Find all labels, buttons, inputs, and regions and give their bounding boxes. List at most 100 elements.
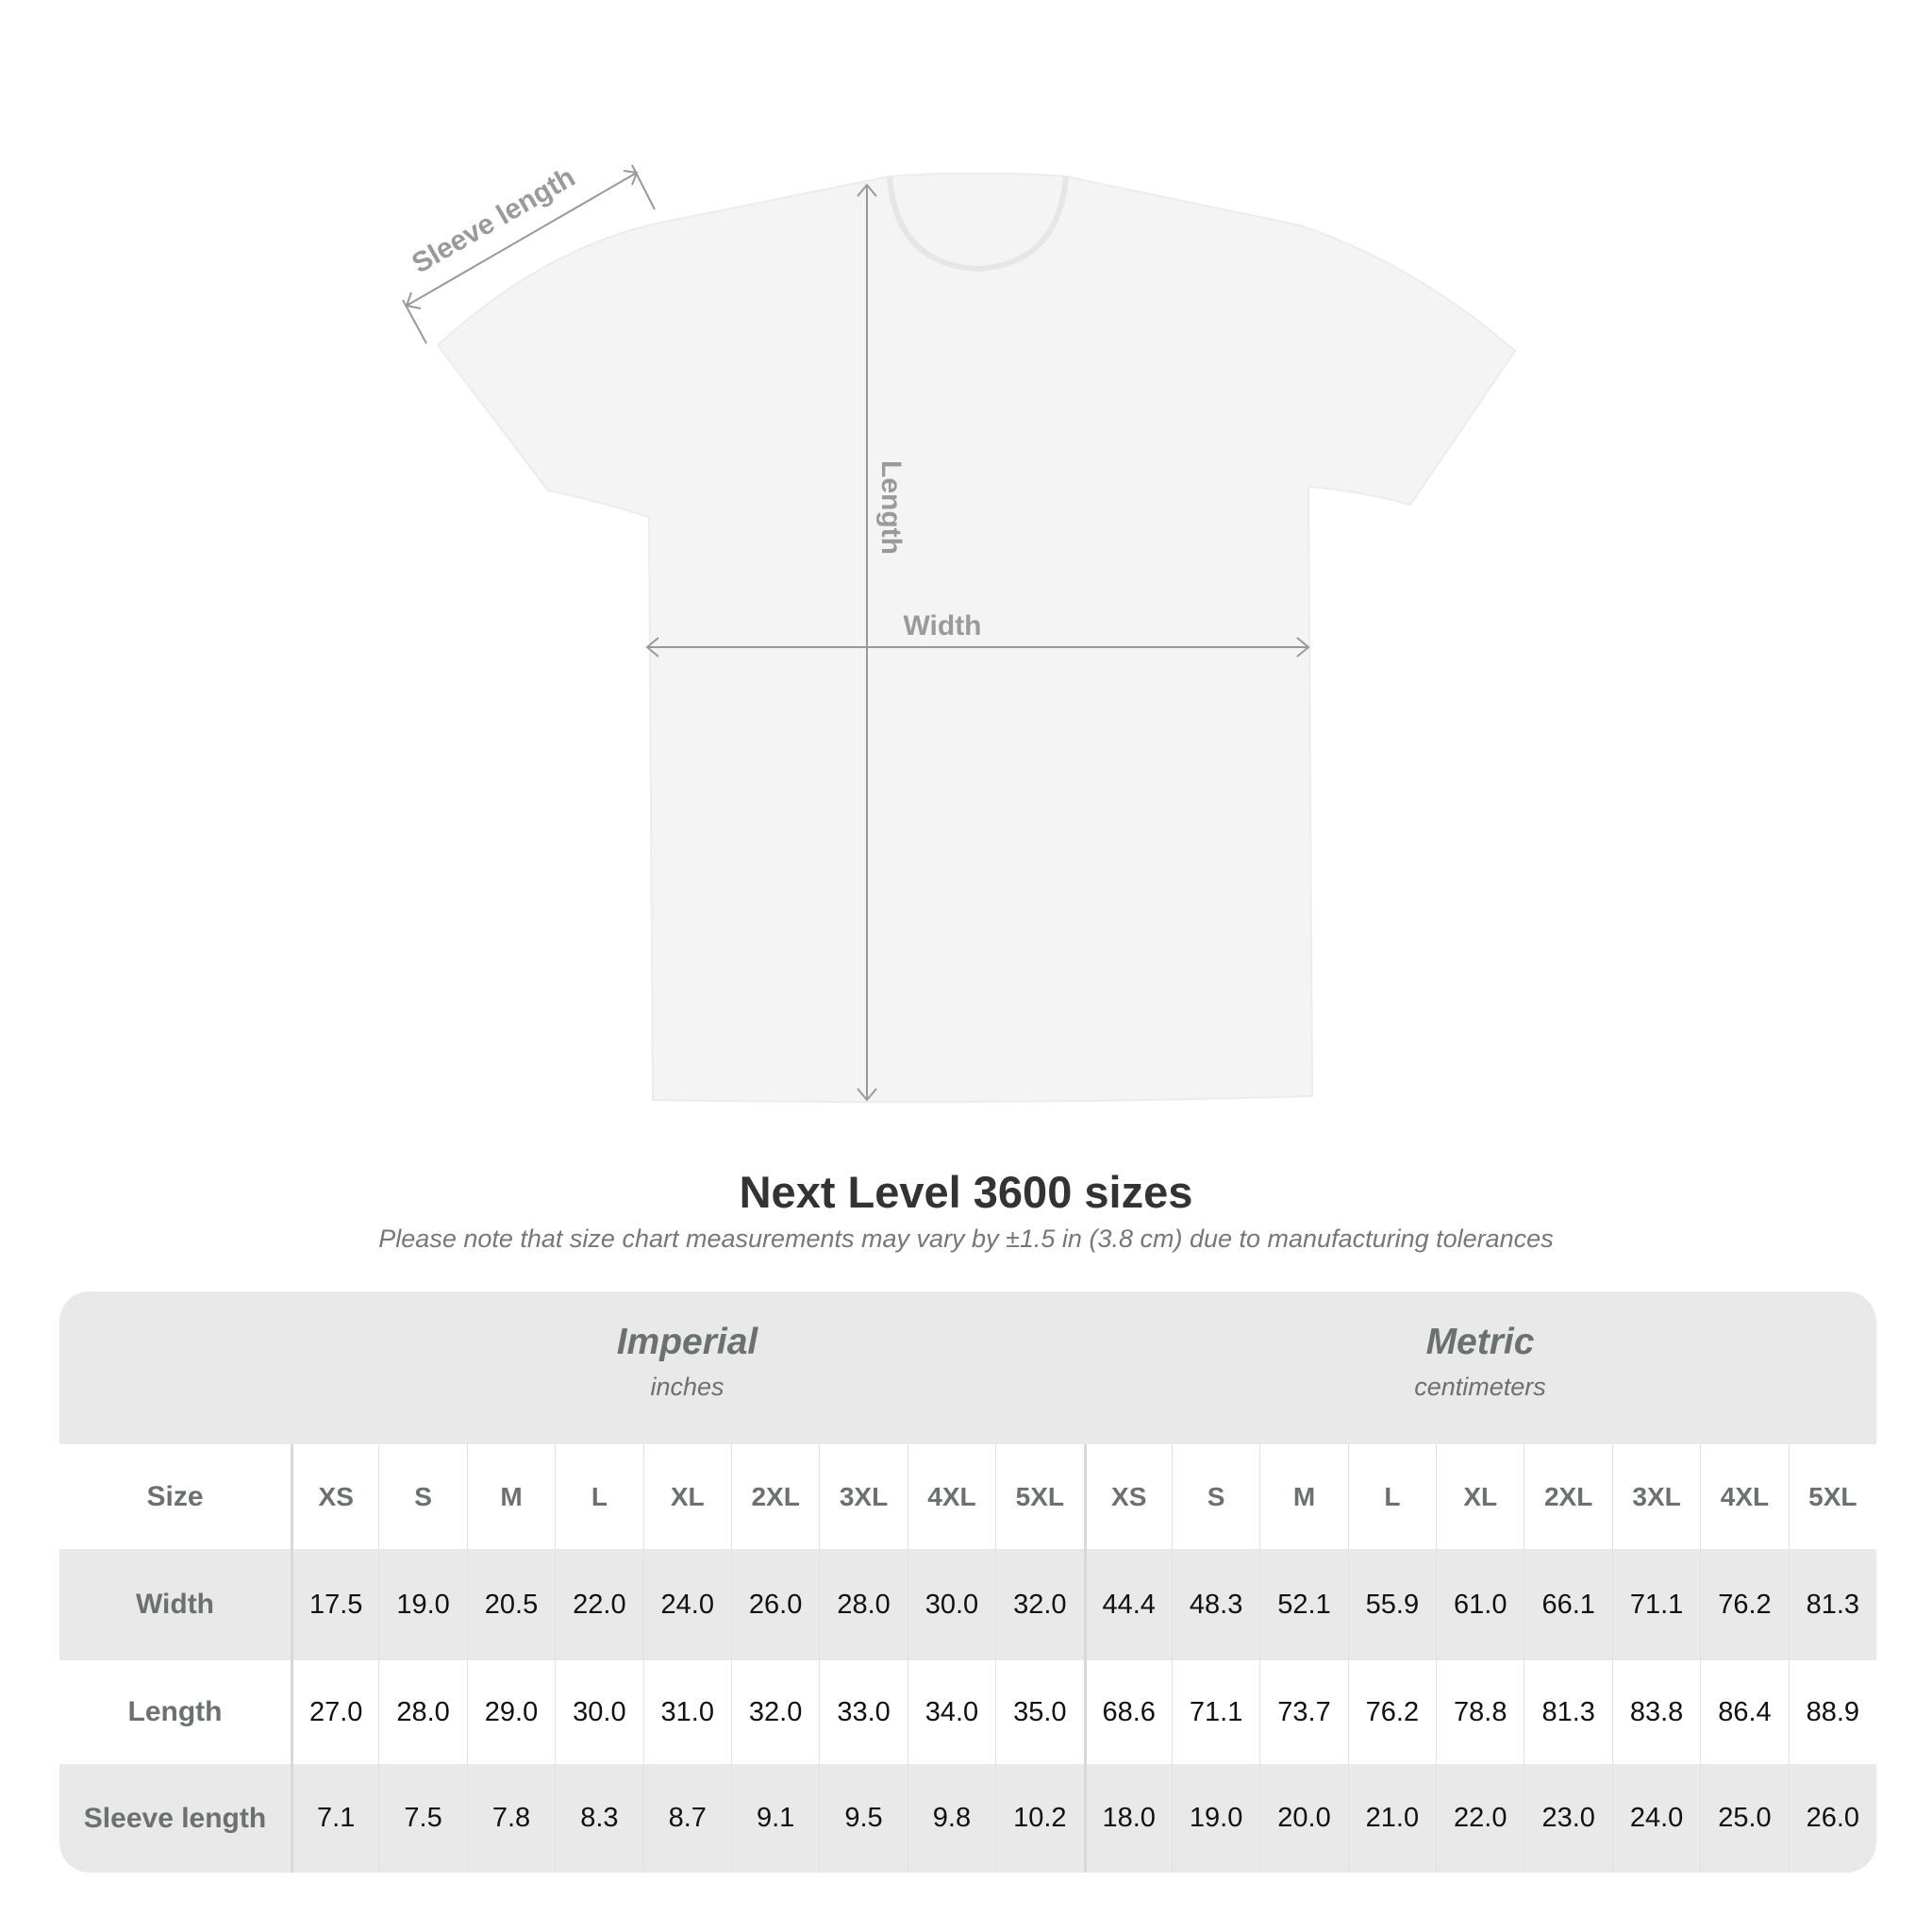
value-cell: 18.0	[1083, 1764, 1172, 1873]
size-header-cell: 3XL	[819, 1444, 907, 1549]
value-cell: 86.4	[1700, 1660, 1788, 1764]
value-cell: 32.0	[730, 1660, 819, 1764]
value-cell: 31.0	[642, 1660, 731, 1764]
value-cell: 66.1	[1524, 1549, 1611, 1660]
value-cell: 71.1	[1611, 1549, 1700, 1660]
page-title: Next Level 3600 sizes	[739, 1167, 1193, 1217]
value-cell: 68.6	[1083, 1660, 1172, 1764]
table-row: Sleeve length 7.1 7.5 7.8 8.3 8.7 9.1 9.5 9.8 10.…	[59, 1764, 1876, 1873]
value-cell: 7.8	[466, 1764, 555, 1873]
value-cell: 35.0	[995, 1660, 1083, 1764]
length-label: Length	[875, 460, 907, 555]
value-cell: 73.7	[1259, 1660, 1347, 1764]
value-cell: 71.1	[1171, 1660, 1259, 1764]
value-cell: 28.0	[819, 1549, 907, 1660]
size-header-cell: M	[466, 1444, 555, 1549]
value-cell: 30.0	[907, 1549, 995, 1660]
size-header-row: Size XS S M L XL 2XL 3XL 4XL 5XL XS S M L XL 2XL 3XL 4XL 5…	[59, 1444, 1876, 1549]
value-cell: 44.4	[1083, 1549, 1172, 1660]
size-header-cell: 4XL	[907, 1444, 995, 1549]
row-label: Length	[127, 1696, 223, 1727]
sleeve-tick-right	[631, 164, 656, 210]
imperial-header: Imperial inches	[291, 1291, 1084, 1444]
value-cell: 26.0	[1788, 1764, 1876, 1873]
size-header-cell: 5XL	[995, 1444, 1083, 1549]
tshirt-shape	[436, 172, 1517, 1104]
value-cell: 19.0	[1171, 1764, 1259, 1873]
value-cell: 20.5	[466, 1549, 555, 1660]
size-header-cell: S	[378, 1444, 466, 1549]
value-cell: 76.2	[1700, 1549, 1788, 1660]
value-cell: 17.5	[291, 1549, 378, 1660]
value-cell: 8.3	[555, 1764, 642, 1873]
value-cell: 24.0	[1611, 1764, 1700, 1873]
value-cell: 22.0	[1436, 1764, 1524, 1873]
size-header-cell: XS	[1083, 1444, 1172, 1549]
size-header-cell: 2XL	[1524, 1444, 1611, 1549]
metric-title: Metric	[1425, 1322, 1535, 1362]
row-label: Width	[135, 1589, 215, 1620]
value-cell: 81.3	[1524, 1660, 1611, 1764]
length-arrow-top	[857, 183, 877, 197]
value-cell: 76.2	[1347, 1660, 1436, 1764]
size-header-cell: XL	[642, 1444, 731, 1549]
width-label: Width	[903, 610, 981, 641]
size-header-cell: 2XL	[730, 1444, 819, 1549]
value-cell: 81.3	[1788, 1549, 1876, 1660]
table-row: Length 27.0 28.0 29.0 30.0 31.0 32.0 33.0 34.0 35…	[59, 1660, 1876, 1764]
value-cell: 23.0	[1524, 1764, 1611, 1873]
size-header-cell: 4XL	[1700, 1444, 1788, 1549]
value-cell: 61.0	[1436, 1549, 1524, 1660]
value-cell: 7.1	[291, 1764, 378, 1873]
value-cell: 9.5	[819, 1764, 907, 1873]
value-cell: 29.0	[466, 1660, 555, 1764]
width-arrow-left	[645, 637, 659, 658]
value-cell: 22.0	[555, 1549, 642, 1660]
value-cell: 28.0	[378, 1660, 466, 1764]
size-header-cell: S	[1171, 1444, 1259, 1549]
value-cell: 34.0	[907, 1660, 995, 1764]
metric-header: Metric centimeters	[1084, 1291, 1876, 1444]
value-cell: 30.0	[555, 1660, 642, 1764]
size-header-cell: L	[1347, 1444, 1436, 1549]
size-header-cell: 3XL	[1611, 1444, 1700, 1549]
tshirt-diagram: Width Length Sleeve length	[402, 161, 1517, 1104]
length-arrow-bottom	[857, 1088, 877, 1102]
value-cell: 48.3	[1171, 1549, 1259, 1660]
sleeve-tick-left	[402, 299, 427, 344]
value-cell: 9.1	[730, 1764, 819, 1873]
sleeve-arrow-right	[623, 170, 639, 186]
row-label: Size	[146, 1480, 204, 1512]
imperial-title: Imperial	[616, 1322, 758, 1362]
value-cell: 24.0	[642, 1549, 731, 1660]
value-cell: 88.9	[1788, 1660, 1876, 1764]
row-label: Sleeve length	[83, 1802, 267, 1834]
size-header-cell: XL	[1436, 1444, 1524, 1549]
value-cell: 33.0	[819, 1660, 907, 1764]
value-cell: 9.8	[907, 1764, 995, 1873]
sleeve-arrow-left	[405, 291, 422, 309]
sleeve-line	[406, 172, 638, 307]
size-header-cell: 5XL	[1788, 1444, 1876, 1549]
tolerance-note: Please note that size chart measurements…	[378, 1224, 1554, 1253]
collar	[887, 175, 1069, 273]
value-cell: 7.5	[378, 1764, 466, 1873]
value-cell: 27.0	[291, 1660, 378, 1764]
value-cell: 83.8	[1611, 1660, 1700, 1764]
size-header-cell: L	[555, 1444, 642, 1549]
size-header-cell: XS	[291, 1444, 378, 1549]
size-table: Imperial inches Metric centimeters Size X…	[59, 1291, 1876, 1873]
value-cell: 19.0	[378, 1549, 466, 1660]
value-cell: 25.0	[1700, 1764, 1788, 1873]
value-cell: 21.0	[1347, 1764, 1436, 1873]
width-arrow-right	[1296, 637, 1310, 658]
table-row: Width 17.5 19.0 20.5 22.0 24.0 26.0 28.0 30.0 32.…	[59, 1549, 1876, 1660]
imperial-unit: inches	[650, 1373, 724, 1401]
metric-unit: centimeters	[1414, 1373, 1546, 1401]
value-cell: 8.7	[642, 1764, 731, 1873]
value-cell: 26.0	[730, 1549, 819, 1660]
value-cell: 55.9	[1347, 1549, 1436, 1660]
value-cell: 52.1	[1259, 1549, 1347, 1660]
size-header-cell: M	[1259, 1444, 1347, 1549]
value-cell: 10.2	[995, 1764, 1083, 1873]
